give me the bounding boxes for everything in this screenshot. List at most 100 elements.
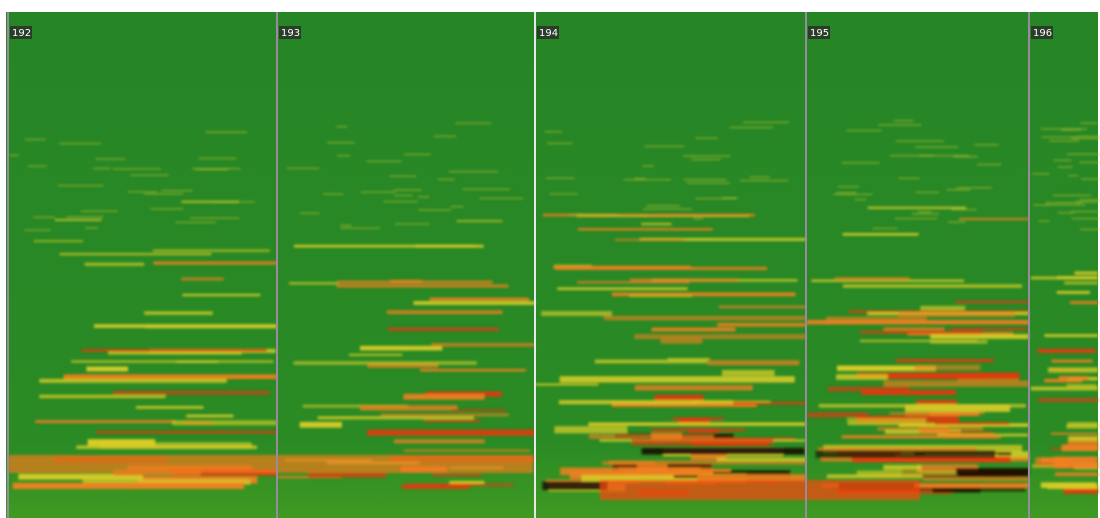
streak <box>308 471 387 478</box>
streak <box>150 208 184 210</box>
streak <box>673 468 731 473</box>
streak <box>857 372 1020 379</box>
streak <box>545 177 575 179</box>
streak <box>646 204 680 207</box>
streak <box>135 405 204 409</box>
streak <box>1057 212 1074 214</box>
streak <box>59 252 212 256</box>
streak <box>417 209 452 211</box>
streak <box>1079 199 1100 201</box>
streak <box>827 386 910 392</box>
streak <box>127 191 157 193</box>
streak <box>1063 486 1098 494</box>
streak <box>631 439 774 446</box>
streak <box>1064 281 1098 285</box>
streak <box>403 393 485 400</box>
streak <box>806 320 1029 325</box>
streak <box>957 378 1019 382</box>
streak <box>366 160 402 163</box>
streak <box>433 135 457 138</box>
streak <box>698 402 806 405</box>
streak <box>955 300 1029 304</box>
streak <box>1050 432 1098 435</box>
streak <box>600 480 920 500</box>
streak <box>359 345 443 351</box>
streak <box>729 126 774 129</box>
streak <box>1077 135 1100 138</box>
streak <box>567 214 618 216</box>
streak <box>322 193 344 195</box>
streak <box>81 349 267 352</box>
streak <box>895 140 944 142</box>
streak <box>449 480 485 485</box>
streak <box>336 125 348 128</box>
streak <box>317 416 474 420</box>
streak <box>39 394 166 399</box>
streak <box>743 121 790 124</box>
streak <box>611 292 796 297</box>
streak <box>451 409 506 412</box>
streak <box>367 363 439 368</box>
streak <box>417 196 430 198</box>
streak <box>394 189 422 191</box>
streak <box>883 327 945 332</box>
streak <box>919 427 950 435</box>
streak <box>394 223 430 225</box>
streak <box>919 154 970 157</box>
streak <box>660 338 703 344</box>
streak <box>688 428 719 433</box>
streak <box>336 284 509 288</box>
streak <box>644 145 685 147</box>
streak <box>8 455 533 473</box>
streak <box>836 365 936 371</box>
streak <box>423 419 481 422</box>
streak <box>1079 161 1100 164</box>
streak <box>691 158 721 161</box>
streak <box>1066 153 1100 155</box>
streak <box>63 374 278 380</box>
streak <box>911 213 940 215</box>
streak <box>387 327 500 332</box>
streak <box>542 481 608 491</box>
streak <box>39 378 227 383</box>
spectrogram-background <box>6 12 1098 518</box>
streak <box>896 359 994 362</box>
streak <box>594 359 708 364</box>
streak <box>683 178 727 181</box>
streak <box>1056 290 1090 294</box>
streak <box>1067 439 1098 445</box>
streak <box>934 422 1010 425</box>
streak <box>916 399 957 405</box>
streak <box>898 424 1029 427</box>
streak <box>1068 436 1098 443</box>
streak <box>1075 201 1100 203</box>
streak <box>851 456 1011 463</box>
streak <box>389 175 417 177</box>
streak <box>293 361 477 365</box>
streak <box>1038 220 1050 222</box>
streak <box>87 439 156 447</box>
streak <box>826 474 923 479</box>
streak <box>883 464 922 471</box>
streak <box>817 447 977 450</box>
streak <box>630 278 739 282</box>
streak <box>175 221 216 224</box>
streak <box>8 154 20 157</box>
streak <box>717 322 806 327</box>
streak <box>84 227 99 229</box>
streak <box>152 249 270 252</box>
streak <box>553 265 691 269</box>
streak <box>541 311 612 317</box>
streak <box>848 310 1029 313</box>
streak <box>614 238 686 241</box>
streak <box>549 193 578 195</box>
streak <box>834 277 910 281</box>
streak <box>955 468 1029 476</box>
streak <box>181 277 224 281</box>
streak <box>542 213 755 217</box>
streak <box>1068 174 1079 177</box>
streak <box>825 316 927 322</box>
streak <box>1061 129 1082 131</box>
